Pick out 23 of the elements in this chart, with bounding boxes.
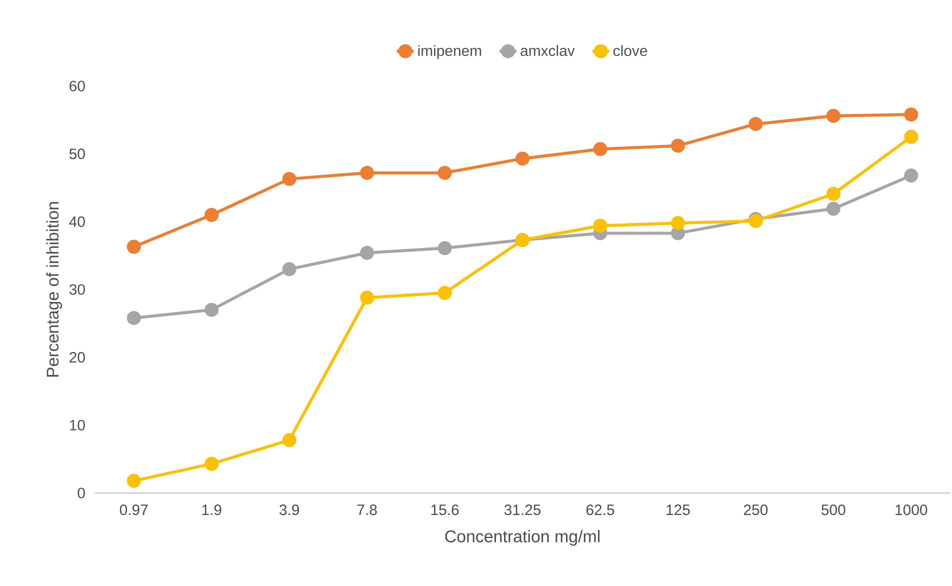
y-tick-label: 60 — [70, 80, 85, 92]
x-tick-label: 3.9 — [279, 504, 299, 516]
x-tick-label: 500 — [822, 504, 846, 516]
x-tick-label: 250 — [744, 504, 768, 516]
y-tick-label: 0 — [78, 488, 85, 498]
legend-label: imipenem — [418, 45, 482, 59]
y-tick-label: 40 — [69, 216, 85, 227]
y-tick-label: 50 — [69, 148, 85, 160]
legend-label: clove — [613, 45, 648, 56]
x-tick-label: 31.25 — [504, 504, 541, 516]
x-axis-title: Concentration mg/ml — [445, 530, 600, 546]
y-tick-label: 20 — [70, 352, 85, 363]
x-tick-label: 15.6 — [431, 504, 459, 516]
x-tick-label: 1.9 — [202, 504, 222, 516]
legend-label: amxclav — [520, 45, 575, 56]
x-tick-label: 125 — [666, 504, 690, 516]
y-axis-title: Percentage of inhibition — [46, 202, 62, 377]
x-tick-label: 1000 — [896, 504, 928, 516]
x-tick-label: 0.97 — [120, 504, 148, 516]
y-tick-label: 10 — [70, 420, 85, 430]
y-tick-label: 30 — [69, 284, 85, 295]
x-tick-label: 62.5 — [586, 504, 614, 516]
x-tick-label: 7.8 — [357, 504, 377, 516]
